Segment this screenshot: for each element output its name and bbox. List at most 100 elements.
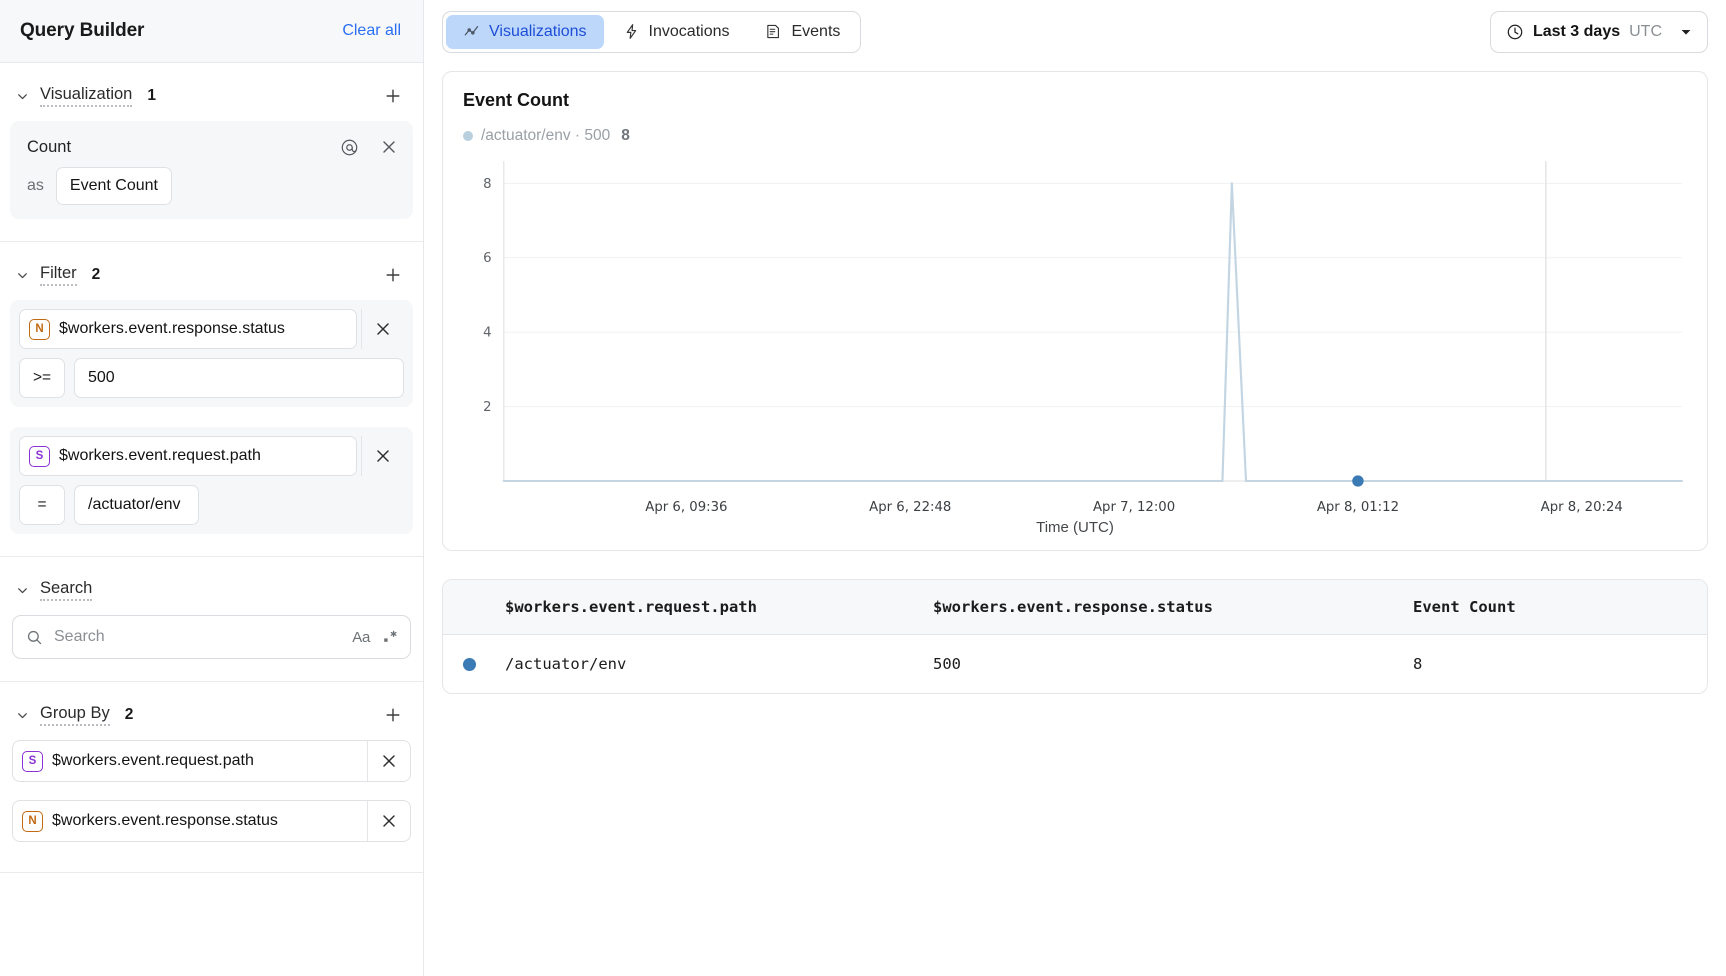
filter-field-name: $workers.event.request.path: [59, 447, 261, 464]
chevron-down-icon[interactable]: [14, 267, 30, 283]
filter-item: N $workers.event.response.status >= 500: [10, 300, 413, 407]
legend-dot-icon: [463, 131, 473, 141]
aggregation-name: Count: [27, 137, 72, 156]
section-visualization: Visualization 1 Count: [0, 63, 423, 242]
section-group-by: Group By 2 S $workers.event.request.path…: [0, 682, 423, 873]
cell-path: /actuator/env: [505, 655, 627, 673]
page-title: Query Builder: [20, 20, 145, 41]
remove-filter-icon[interactable]: [361, 436, 404, 476]
line-chart[interactable]: 2 4 6 8 Apr 6, 09:36 Apr 6, 22:48 Apr 7, 12:0…: [463, 151, 1687, 531]
tab-events[interactable]: Events: [748, 15, 857, 49]
alias-row: as Event Count: [22, 167, 401, 205]
results-table: $workers.event.request.path $workers.eve…: [442, 579, 1708, 694]
filter-operator-select[interactable]: =: [19, 485, 65, 525]
divider: [0, 556, 423, 557]
visualization-card-header: Count: [22, 131, 401, 167]
chevron-down-icon[interactable]: [1679, 25, 1693, 39]
add-filter-button[interactable]: [383, 265, 403, 285]
series-color-dot: [463, 658, 476, 671]
divider: [0, 241, 423, 242]
chevron-down-icon[interactable]: [14, 582, 30, 598]
match-case-button[interactable]: Aa: [352, 628, 370, 646]
document-list-icon: [765, 23, 782, 40]
divider: [0, 872, 423, 873]
time-range-value: Last 3 days: [1532, 22, 1621, 40]
type-badge-number: N: [22, 810, 43, 832]
table-row[interactable]: /actuator/env 500 8: [443, 635, 1707, 694]
group-by-field-name: $workers.event.request.path: [52, 752, 254, 769]
chevron-down-icon[interactable]: [14, 88, 30, 104]
at-icon[interactable]: [339, 137, 359, 157]
search-icon: [26, 629, 43, 646]
lightning-icon: [623, 23, 640, 40]
filter-item: S $workers.event.request.path = /actuato…: [10, 427, 413, 534]
time-range-timezone: UTC: [1629, 22, 1662, 40]
content-area: Event Count /actuator/env · 500 8: [424, 63, 1726, 976]
column-header-path[interactable]: $workers.event.request.path: [443, 580, 933, 635]
visualization-label: Visualization: [40, 85, 133, 107]
filter-field-selector[interactable]: N $workers.event.response.status: [19, 309, 357, 349]
svg-text:Apr 6, 22:48: Apr 6, 22:48: [869, 500, 951, 515]
remove-group-by-icon[interactable]: [367, 801, 410, 841]
remove-filter-icon[interactable]: [361, 309, 404, 349]
visualization-header[interactable]: Visualization 1: [0, 63, 423, 121]
alias-input[interactable]: Event Count: [55, 167, 172, 205]
main-content: Visualizations Invocations Events: [424, 0, 1726, 976]
close-icon[interactable]: [379, 137, 399, 157]
group-by-item[interactable]: S $workers.event.request.path: [12, 740, 411, 782]
chart-x-axis-label: Time (UTC): [1036, 519, 1114, 536]
add-group-by-button[interactable]: [383, 705, 403, 725]
sidebar-header: Query Builder Clear all: [0, 0, 423, 63]
chevron-down-icon[interactable]: [14, 707, 30, 723]
tab-visualizations[interactable]: Visualizations: [446, 14, 604, 49]
search-input-wrapper[interactable]: Search Aa: [12, 615, 411, 659]
clock-icon: [1506, 23, 1524, 41]
visualization-panel: Event Count /actuator/env · 500 8: [442, 71, 1708, 551]
filter-header[interactable]: Filter 2: [0, 242, 423, 300]
svg-text:Apr 6, 09:36: Apr 6, 09:36: [645, 500, 727, 515]
as-label: as: [27, 177, 44, 194]
filter-field-selector[interactable]: S $workers.event.request.path: [19, 436, 357, 476]
group-by-label: Group By: [40, 704, 110, 726]
tab-label: Visualizations: [489, 22, 587, 40]
filter-value-input[interactable]: 500: [74, 358, 404, 398]
column-header-count[interactable]: Event Count: [1413, 580, 1707, 635]
filter-operator-select[interactable]: >=: [19, 358, 65, 398]
top-toolbar: Visualizations Invocations Events: [424, 0, 1726, 63]
divider: [0, 681, 423, 682]
svg-text:Apr 7, 12:00: Apr 7, 12:00: [1093, 500, 1175, 515]
column-header-status[interactable]: $workers.event.response.status: [933, 580, 1413, 635]
type-badge-string: S: [22, 750, 43, 772]
visualization-count: 1: [147, 87, 156, 104]
svg-text:2: 2: [483, 400, 491, 415]
group-by-count: 2: [124, 706, 134, 723]
add-visualization-button[interactable]: [383, 86, 403, 106]
regex-icon[interactable]: [381, 628, 399, 646]
tab-invocations[interactable]: Invocations: [606, 15, 747, 49]
visualization-card: Count as Event Count: [10, 121, 413, 219]
group-by-item[interactable]: N $workers.event.response.status: [12, 800, 411, 842]
search-input[interactable]: Search: [54, 628, 105, 645]
type-badge-string: S: [29, 445, 50, 467]
chart-legend[interactable]: /actuator/env · 500 8: [463, 127, 1687, 145]
chart-title: Event Count: [463, 90, 569, 110]
svg-text:4: 4: [483, 326, 491, 341]
filter-field-name: $workers.event.response.status: [59, 320, 285, 337]
chart-svg: 2 4 6 8 Apr 6, 09:36 Apr 6, 22:48 Apr 7, 12:0…: [483, 161, 1683, 515]
time-range-selector[interactable]: Last 3 days UTC: [1489, 10, 1708, 53]
svg-text:Apr 8, 01:12: Apr 8, 01:12: [1317, 500, 1399, 515]
table-header-row: $workers.event.request.path $workers.eve…: [443, 580, 1707, 635]
clear-all-button[interactable]: Clear all: [342, 22, 401, 39]
svg-text:Apr 8, 20:24: Apr 8, 20:24: [1541, 500, 1623, 515]
search-header[interactable]: Search: [0, 557, 423, 615]
group-by-header[interactable]: Group By 2: [0, 682, 423, 740]
legend-series-value: 8: [621, 127, 630, 144]
filter-label: Filter: [40, 264, 77, 286]
svg-text:6: 6: [483, 251, 491, 266]
remove-group-by-icon[interactable]: [367, 741, 410, 781]
search-label: Search: [40, 579, 93, 601]
line-chart-icon: [463, 23, 480, 40]
filter-value-input[interactable]: /actuator/env: [74, 485, 199, 525]
cell-count: 8: [1413, 655, 1423, 673]
